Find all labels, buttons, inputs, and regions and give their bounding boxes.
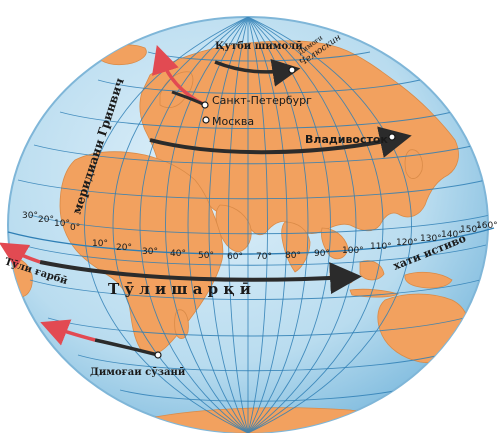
vladivostok-label: Владивосток <box>305 133 388 146</box>
degree-label: 90° <box>314 249 330 259</box>
degree-label: 40° <box>170 249 186 259</box>
saint-petersburg-label: Санкт-Петербург <box>212 94 312 107</box>
vladivostok-arrow <box>149 126 412 158</box>
degree-label: 120° <box>396 238 418 248</box>
moscow-label: Москва <box>212 115 254 128</box>
east-arrow <box>39 260 362 295</box>
cape-south-dot <box>154 351 162 359</box>
degree-labels: 30° 20° 10° 0° 10° 20° 30° 40° 50° 60° 7… <box>22 211 497 262</box>
south-arrow-red <box>40 319 96 346</box>
west-arrow-red <box>0 242 41 270</box>
degree-label: 80° <box>285 251 301 261</box>
degree-label: 50° <box>198 251 214 261</box>
degree-label: 30° <box>22 211 38 221</box>
saint-petersburg-dot <box>201 101 209 109</box>
north-arrow <box>214 58 301 87</box>
chelyuskin-dot <box>288 66 296 74</box>
degree-label: 160° <box>476 221 497 231</box>
cape-south-label: Димоғаи сӯзанӣ <box>90 367 186 378</box>
stpete-arrow <box>171 90 206 107</box>
degree-label: 20° <box>116 243 132 253</box>
south-arrow-dark <box>94 338 159 357</box>
degree-label: 10° <box>54 219 70 229</box>
degree-label: 110° <box>370 242 392 252</box>
north-pole-label: Қутби шимолӣ <box>215 41 303 52</box>
degree-label: 150° <box>460 225 482 235</box>
land-masses <box>8 40 486 433</box>
eastern-label: Т ӯ л и ш а р қ ӣ <box>108 280 251 298</box>
moscow-dot <box>202 116 210 124</box>
arabia <box>215 204 252 253</box>
degree-label: 100° <box>342 246 364 256</box>
new-guinea <box>404 271 453 289</box>
degree-label: 20° <box>38 215 54 225</box>
degree-label: 10° <box>92 239 108 249</box>
japan <box>404 149 423 179</box>
degree-label: 140° <box>441 230 463 240</box>
vladivostok-dot <box>388 133 396 141</box>
degree-label: 60° <box>227 252 243 262</box>
new-zealand <box>477 359 486 376</box>
degree-label: 0° <box>70 223 80 233</box>
degree-label: 30° <box>142 247 158 257</box>
equator-line <box>7 227 495 255</box>
madagascar <box>174 309 189 339</box>
degree-label: 130° <box>420 234 442 244</box>
degree-label: 70° <box>256 252 272 262</box>
